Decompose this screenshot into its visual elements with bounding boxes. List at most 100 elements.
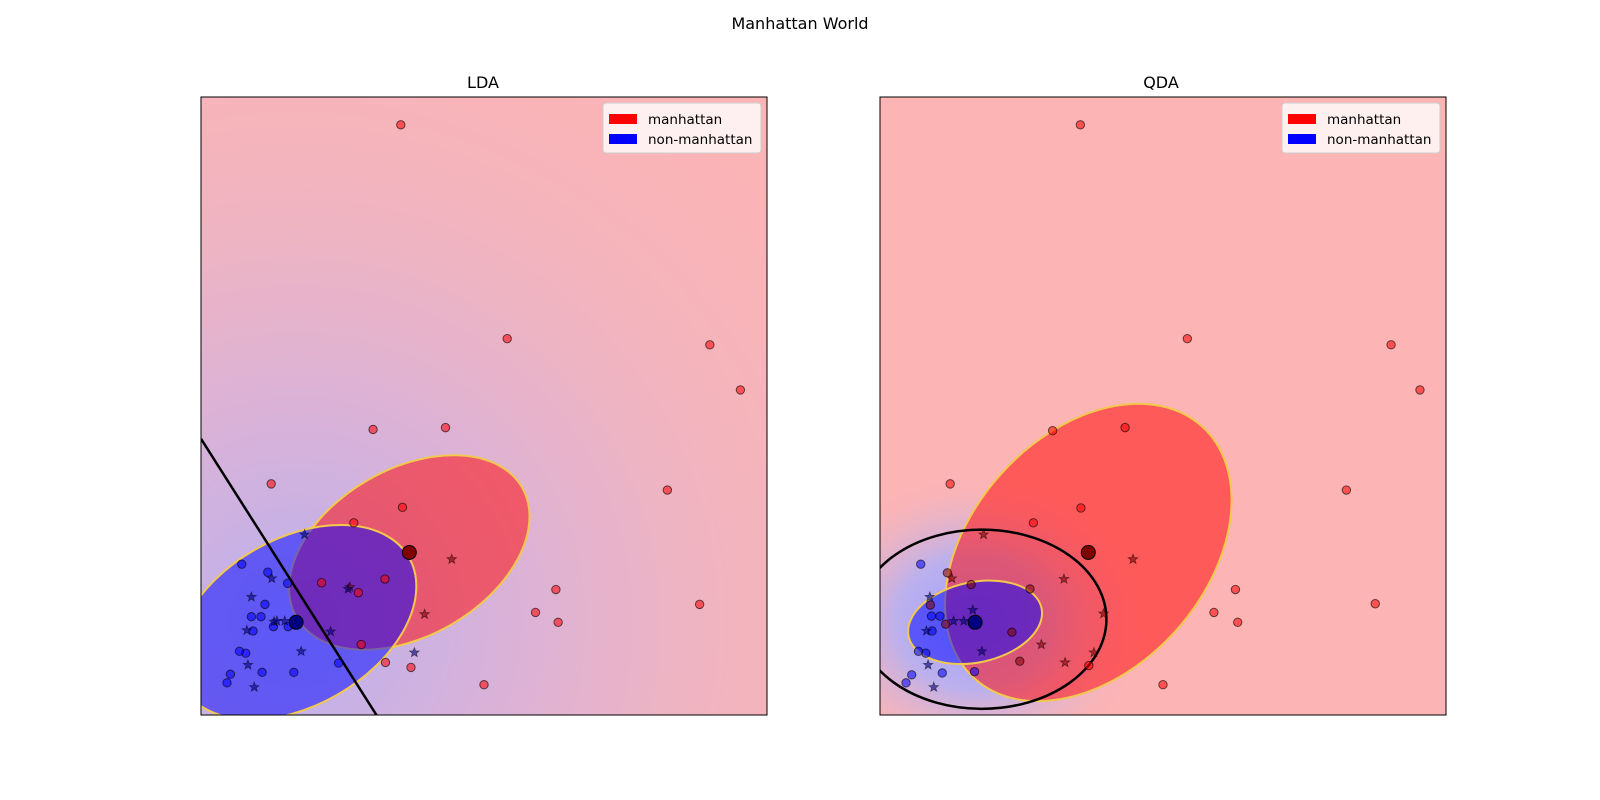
lda-manhattan-point [380, 657, 391, 668]
qda-non-manhattan-star-point [927, 681, 940, 693]
lda-manhattan-point [397, 502, 408, 513]
qda-manhattan-star-point [1088, 646, 1100, 658]
qda-non-manhattan-star-point [957, 614, 970, 627]
lda-manhattan-point [349, 518, 359, 528]
lda-non-manhattan-point [222, 678, 232, 688]
qda-manhattan-point [1209, 607, 1219, 618]
lda-non-manhattan-star-point [241, 624, 253, 636]
lda-non-manhattan-point [263, 567, 273, 577]
lda-manhattan-point [735, 385, 746, 395]
qda-non-manhattan-star-point [922, 658, 934, 670]
lda-manhattan-star-point [418, 608, 431, 620]
lda-non-manhattan-point [289, 667, 299, 678]
qda-non-manhattan-point [926, 611, 937, 621]
qda-manhattan-point [1076, 503, 1086, 513]
qda-non-manhattan-point [913, 646, 924, 657]
qda-manhattan-point [945, 479, 955, 489]
lda-manhattan-mean-marker [401, 544, 417, 560]
qda-non-manhattan-star-point [976, 645, 988, 657]
qda-manhattan-point [1007, 627, 1017, 637]
lda-manhattan-star-point [445, 553, 458, 565]
lda-manhattan-point [662, 485, 673, 495]
lda-plot-area [201, 97, 767, 715]
qda-manhattan-point [1047, 426, 1058, 436]
lda-manhattan-point [502, 333, 512, 344]
qda-legend-swatch [1288, 114, 1316, 124]
qda-manhattan-point [966, 579, 976, 590]
lda-manhattan-point [266, 479, 276, 489]
lda-non-manhattan-point [237, 559, 247, 569]
lda-non-manhattan-point [256, 612, 266, 622]
lda-non-manhattan-star-point [242, 658, 254, 670]
lda-panel: LDA manhattan non-manhattan [200, 73, 768, 716]
qda-panel: QDA manhattan non-manhattan [879, 73, 1447, 716]
qda-legend-swatch [1288, 134, 1316, 144]
lda-non-manhattan-star-point [408, 646, 421, 658]
lda-non-manhattan-star-point [295, 645, 308, 657]
lda-legend-box [602, 102, 762, 154]
qda-manhattan-point [1370, 599, 1380, 609]
qda-manhattan-mean-marker [1080, 544, 1096, 560]
lda-non-manhattan-star-point [342, 582, 355, 594]
qda-manhattan-star-point [946, 572, 958, 584]
lda-legend-label: non-manhattan [648, 132, 752, 148]
qda-axes-frame [879, 96, 1447, 716]
lda-non-manhattan-point [260, 599, 270, 610]
lda-non-manhattan-star-point [278, 614, 291, 627]
qda-non-manhattan-point [916, 559, 926, 569]
qda-manhattan-point [1158, 680, 1168, 690]
lda-manhattan-point [551, 584, 561, 595]
qda-title: QDA [1143, 73, 1179, 92]
figure-title: Manhattan World [731, 14, 868, 33]
qda-non-manhattan-point [937, 668, 947, 678]
qda-manhattan-point [1415, 385, 1425, 395]
lda-manhattan-point [396, 120, 406, 130]
lda-manhattan-point [316, 578, 327, 588]
lda-manhattan-point [368, 424, 378, 435]
lda-manhattan-point [356, 639, 366, 650]
lda-legend-label: manhattan [648, 112, 722, 128]
lda-legend-swatch [609, 134, 637, 144]
qda-non-manhattan-star-point [966, 603, 979, 615]
qda-non-manhattan-point [935, 611, 945, 621]
lda-manhattan-point [479, 680, 489, 690]
qda-manhattan-star-point [1035, 638, 1048, 650]
lda-axes-frame [200, 96, 768, 716]
lda-non-manhattan-star-point [248, 681, 261, 693]
lda-manhattan-point [694, 599, 705, 610]
lda-manhattan-point [705, 340, 715, 350]
qda-manhattan-point [1341, 485, 1352, 495]
lda-non-manhattan-point [333, 658, 344, 668]
qda-non-manhattan-mean-marker [967, 614, 983, 630]
lda-legend: manhattan non-manhattan [602, 102, 762, 154]
lda-manhattan-point [530, 607, 541, 618]
qda-manhattan-star-point [1127, 553, 1139, 565]
lda-manhattan-point [553, 617, 563, 627]
qda-legend-label: non-manhattan [1327, 132, 1431, 148]
lda-non-manhattan-star-point [265, 572, 278, 584]
lda-non-manhattan-point [248, 626, 258, 636]
lda-non-manhattan-point [257, 667, 267, 678]
qda-manhattan-point [1182, 333, 1193, 344]
qda-decision-boundary [880, 528, 1108, 711]
qda-manhattan-point [1120, 422, 1130, 433]
lda-non-manhattan-point [225, 669, 236, 679]
qda-manhattan-point [1025, 584, 1035, 594]
qda-manhattan-point [1386, 340, 1396, 350]
lda-non-manhattan-point [234, 646, 245, 657]
lda-legend-swatch [609, 114, 637, 124]
qda-manhattan-point [1230, 584, 1241, 595]
qda-manhattan-point [1075, 120, 1086, 130]
lda-non-manhattan-star-point [324, 625, 337, 637]
qda-non-manhattan-star-point [947, 614, 960, 627]
qda-manhattan-star-point [1058, 572, 1070, 585]
lda-manhattan-point [406, 662, 416, 673]
qda-non-manhattan-point [901, 678, 911, 688]
lda-title: LDA [467, 73, 499, 92]
qda-manhattan-point [940, 619, 951, 629]
qda-manhattan-star-point [1097, 607, 1110, 619]
lda-manhattan-point [353, 587, 364, 598]
qda-manhattan-star-point [977, 528, 990, 540]
qda-manhattan-point [1233, 617, 1243, 627]
